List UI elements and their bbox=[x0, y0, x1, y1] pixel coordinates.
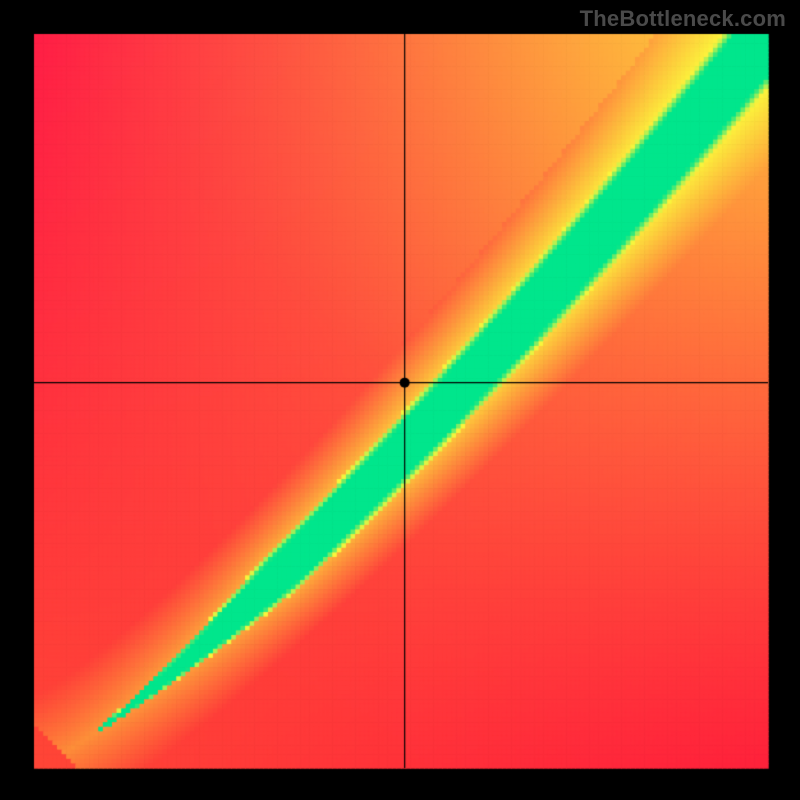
chart-container: TheBottleneck.com bbox=[0, 0, 800, 800]
watermark-text: TheBottleneck.com bbox=[580, 6, 786, 32]
bottleneck-heatmap bbox=[0, 0, 800, 800]
